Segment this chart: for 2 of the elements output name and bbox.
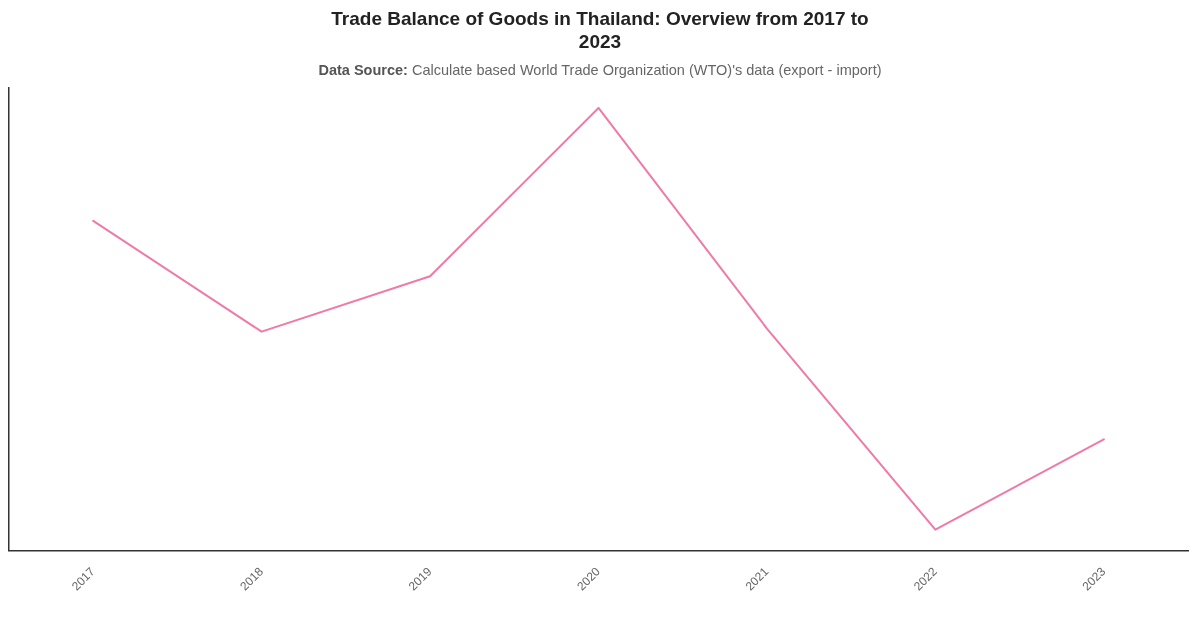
chart-subtitle: Data Source: Calculate based World Trade Organization (WTO)'s data (export - import) (318, 62, 882, 78)
chart-title: Trade Balance of Goods in Thailand: Overview from 2017 to 2023 (330, 7, 870, 53)
